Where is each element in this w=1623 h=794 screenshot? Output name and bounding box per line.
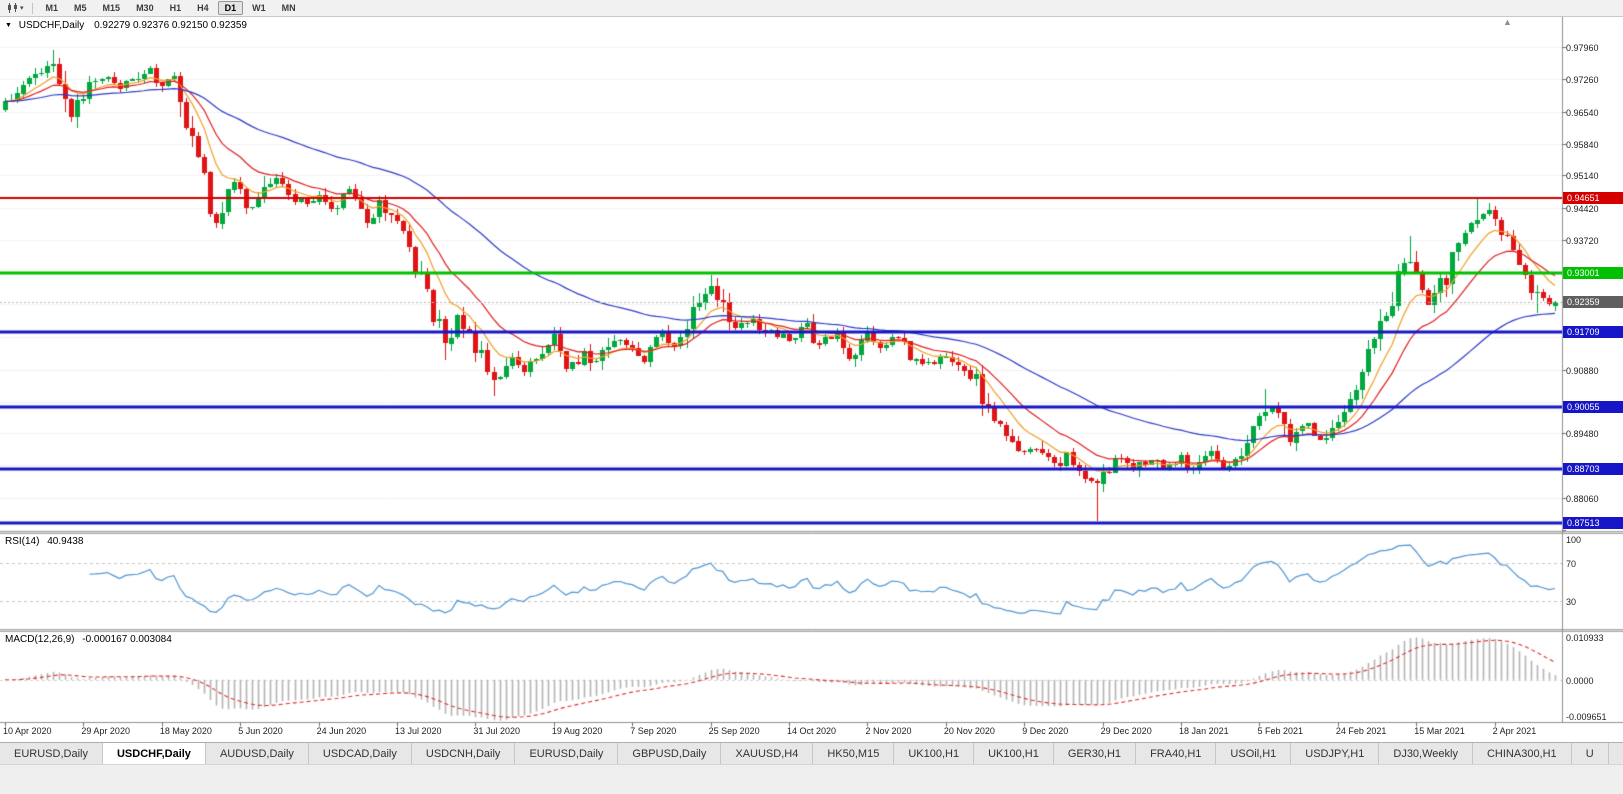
top-toolbar: ▾ M1 M5 M15 M30 H1 H4 D1 W1 MN <box>0 0 1623 17</box>
chart-tab[interactable]: USDCHF,Daily <box>102 743 206 764</box>
chart-tab[interactable]: EURUSD,Daily <box>515 743 619 764</box>
chart-tab[interactable]: XAUUSD,H4 <box>721 743 814 764</box>
chart-tab[interactable]: DJ30,Weekly <box>1379 743 1473 764</box>
timeframe-button-m30[interactable]: M30 <box>136 2 154 13</box>
timeframe-button-d1[interactable]: D1 <box>217 0 244 16</box>
chart-tab[interactable]: USOil,H1 <box>1216 743 1292 764</box>
timeframe-button-h1[interactable]: H1 <box>169 2 182 13</box>
candlestick-chart-icon <box>8 3 17 13</box>
chart-tab[interactable]: UK100,H1 <box>894 743 975 764</box>
dropdown-caret-icon: ▾ <box>20 4 24 12</box>
status-strip <box>0 764 1623 794</box>
chart-window: ▼ USDCHF,Daily 0.92279 0.92376 0.92150 0… <box>0 17 1623 742</box>
timeframe-button-m1[interactable]: M1 <box>45 2 59 13</box>
timeframe-button-h4[interactable]: H4 <box>197 2 209 13</box>
chart-tab[interactable]: CHINA300,H1 <box>1473 743 1572 764</box>
chart-canvas[interactable] <box>0 17 1623 742</box>
timeframe-button-m15[interactable]: M15 <box>102 2 121 13</box>
timeframe-button-m5[interactable]: M5 <box>74 2 87 13</box>
chart-type-button[interactable]: ▾ <box>4 2 27 14</box>
chart-tab[interactable]: USDCAD,Daily <box>309 743 412 764</box>
timeframe-toolbar: M1 M5 M15 M30 H1 H4 D1 W1 MN <box>38 0 304 16</box>
chart-tab[interactable]: UK100,H1 <box>974 743 1054 764</box>
chart-tab[interactable]: GBPUSD,Daily <box>618 743 722 764</box>
chart-tab[interactable]: FRA40,H1 <box>1136 743 1217 764</box>
chart-tab[interactable]: AUDUSD,Daily <box>206 743 309 764</box>
chart-tab[interactable]: GER30,H1 <box>1054 743 1137 764</box>
timeframe-button-mn[interactable]: MN <box>281 2 296 13</box>
chart-tabs-bar: EURUSD,Daily USDCHF,Daily AUDUSD,Daily USDC… <box>0 742 1623 764</box>
chart-tab[interactable]: U <box>1572 743 1609 764</box>
timeframe-button-w1[interactable]: W1 <box>252 2 266 13</box>
chart-tab[interactable]: EURUSD,Daily <box>0 743 103 764</box>
chart-tab[interactable]: USDCNH,Daily <box>412 743 516 764</box>
chart-tab[interactable]: USDJPY,H1 <box>1291 743 1380 764</box>
toolbar-separator <box>31 2 33 14</box>
chart-tab[interactable]: HK50,M15 <box>813 743 895 764</box>
